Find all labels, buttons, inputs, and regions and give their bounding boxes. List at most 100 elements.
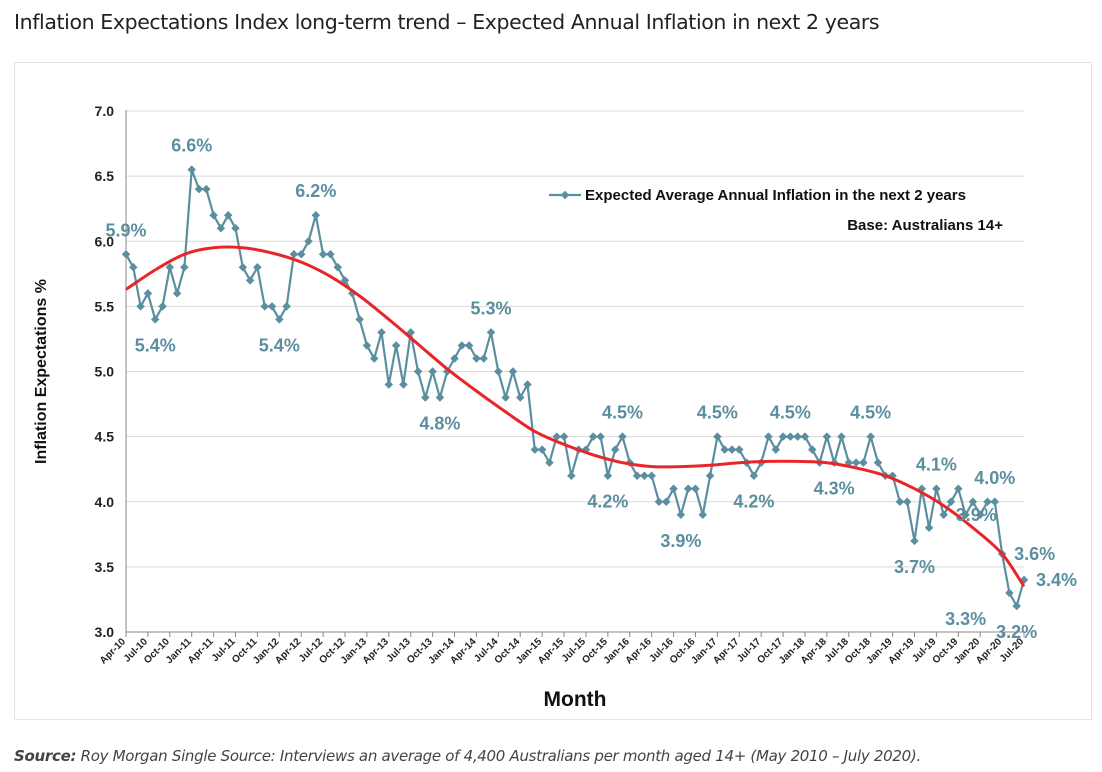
- data-point: [771, 445, 781, 454]
- data-point: [851, 458, 861, 467]
- y-tick-label: 7.0: [95, 103, 115, 119]
- data-point: [902, 497, 912, 506]
- data-point: [238, 263, 248, 272]
- page-title: Inflation Expectations Index long-term t…: [14, 10, 880, 34]
- x-tick-label: Apr-11: [186, 636, 216, 666]
- data-point: [333, 263, 342, 272]
- data-label: 4.3%: [814, 479, 855, 499]
- data-point: [282, 302, 291, 311]
- y-axis-title: Inflation Expectations %: [33, 279, 50, 464]
- data-point: [296, 250, 306, 259]
- data-label: 4.1%: [916, 455, 957, 475]
- data-point: [683, 484, 693, 493]
- data-label: 6.6%: [171, 136, 212, 156]
- data-point: [362, 341, 372, 350]
- data-point: [640, 471, 649, 480]
- data-point: [895, 497, 905, 506]
- data-point: [866, 432, 875, 441]
- data-point: [289, 250, 299, 259]
- data-point: [705, 471, 715, 480]
- data-point: [413, 367, 423, 376]
- data-point: [647, 471, 656, 480]
- data-label: 3.3%: [945, 609, 986, 629]
- data-point: [932, 484, 941, 493]
- data-point: [326, 250, 335, 259]
- data-point: [654, 497, 664, 506]
- data-point: [450, 354, 459, 363]
- data-point: [596, 432, 605, 441]
- data-point: [172, 289, 182, 298]
- y-tick-label: 5.5: [95, 298, 115, 314]
- data-label: 5.9%: [105, 220, 146, 240]
- data-point: [457, 341, 467, 350]
- data-point: [786, 432, 795, 441]
- data-point: [691, 484, 700, 493]
- legend-base-note: Base: Australians 14+: [847, 217, 1003, 234]
- data-point: [523, 380, 532, 389]
- data-point: [494, 367, 503, 376]
- data-point: [873, 458, 883, 467]
- legend-series-label: Expected Average Annual Inflation in the…: [585, 187, 966, 204]
- data-point: [216, 223, 226, 233]
- series-line: [125, 168, 1026, 608]
- data-point: [946, 497, 956, 506]
- data-point: [552, 432, 561, 441]
- data-label: 3.9%: [660, 531, 701, 551]
- data-point: [136, 302, 145, 311]
- data-point: [158, 302, 167, 311]
- data-point: [610, 445, 620, 454]
- data-point: [968, 497, 978, 506]
- data-point: [223, 210, 233, 220]
- data-point: [662, 497, 671, 506]
- data-label: 3.7%: [894, 557, 935, 577]
- legend-swatch-marker: [560, 190, 570, 200]
- data-point: [1005, 588, 1014, 598]
- data-point: [486, 328, 496, 337]
- data-point: [954, 484, 963, 493]
- data-point: [231, 223, 240, 233]
- data-point: [939, 510, 948, 520]
- data-point: [793, 432, 802, 441]
- data-point: [735, 445, 744, 454]
- data-point: [508, 367, 518, 376]
- data-point: [472, 354, 481, 363]
- data-point: [990, 497, 1000, 506]
- data-point: [180, 263, 189, 272]
- data-point: [961, 510, 970, 520]
- data-point: [1012, 601, 1021, 611]
- data-point: [975, 510, 985, 520]
- data-point: [537, 445, 547, 454]
- data-point: [603, 471, 613, 480]
- data-point: [187, 165, 196, 174]
- data-point: [384, 380, 394, 389]
- data-label: 5.4%: [259, 335, 300, 355]
- chart-frame: 3.0 3.5 4.0 4.5 5.0 5.5 6.0 6.5 7.0 Apr-10 Jul-10 O…: [14, 62, 1092, 720]
- inflation-line-chart: 3.03.54.04.55.05.56.06.57.0Apr-10Jul-10O…: [33, 103, 1077, 711]
- data-point: [618, 432, 627, 441]
- data-point: [924, 523, 934, 533]
- data-point: [479, 354, 488, 363]
- data-point: [589, 432, 598, 441]
- y-tick-label: 4.5: [95, 429, 115, 445]
- data-point: [318, 250, 328, 259]
- data-label: 6.2%: [295, 181, 336, 201]
- data-point: [143, 289, 153, 298]
- data-label: 3.2%: [996, 622, 1037, 642]
- data-point: [567, 471, 576, 480]
- data-point: [501, 393, 510, 402]
- x-tick-label: Apr-10: [98, 636, 128, 666]
- data-point: [464, 341, 474, 350]
- data-label: 4.2%: [733, 492, 774, 512]
- data-point: [669, 484, 678, 493]
- data-label: 4.8%: [419, 414, 460, 434]
- data-point: [150, 315, 160, 324]
- data-point: [516, 393, 525, 402]
- y-tick-label: 4.0: [95, 494, 115, 510]
- data-point: [749, 471, 759, 480]
- data-point: [165, 263, 175, 272]
- data-label: 3.6%: [1014, 544, 1055, 564]
- data-point: [399, 380, 408, 389]
- data-point: [720, 445, 729, 454]
- data-point: [778, 432, 788, 441]
- data-point: [369, 354, 379, 363]
